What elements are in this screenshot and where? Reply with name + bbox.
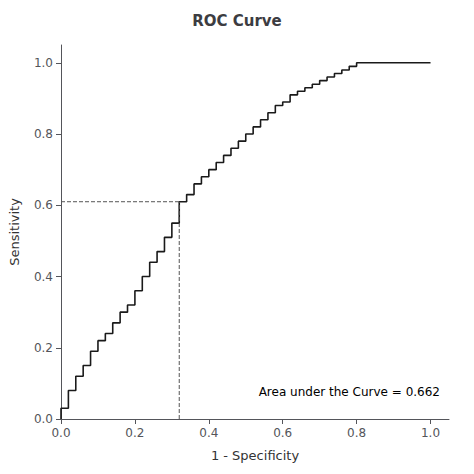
- svg-text:0.8: 0.8: [34, 127, 53, 141]
- svg-text:0.4: 0.4: [34, 270, 53, 284]
- svg-text:Sensitivity: Sensitivity: [7, 198, 22, 266]
- svg-text:0.4: 0.4: [199, 426, 218, 440]
- svg-text:0.6: 0.6: [34, 198, 53, 212]
- svg-text:0.2: 0.2: [125, 426, 144, 440]
- svg-text:1 - Specificity: 1 - Specificity: [211, 448, 300, 463]
- svg-text:0.2: 0.2: [34, 341, 53, 355]
- svg-text:1.0: 1.0: [421, 426, 440, 440]
- svg-text:ROC Curve: ROC Curve: [192, 12, 282, 30]
- svg-text:0.0: 0.0: [51, 426, 70, 440]
- svg-text:1.0: 1.0: [34, 56, 53, 70]
- svg-text:0.8: 0.8: [347, 426, 366, 440]
- svg-text:0.6: 0.6: [273, 426, 292, 440]
- svg-text:0.0: 0.0: [34, 412, 53, 426]
- svg-text:Area under the Curve = 0.662: Area under the Curve = 0.662: [259, 385, 440, 399]
